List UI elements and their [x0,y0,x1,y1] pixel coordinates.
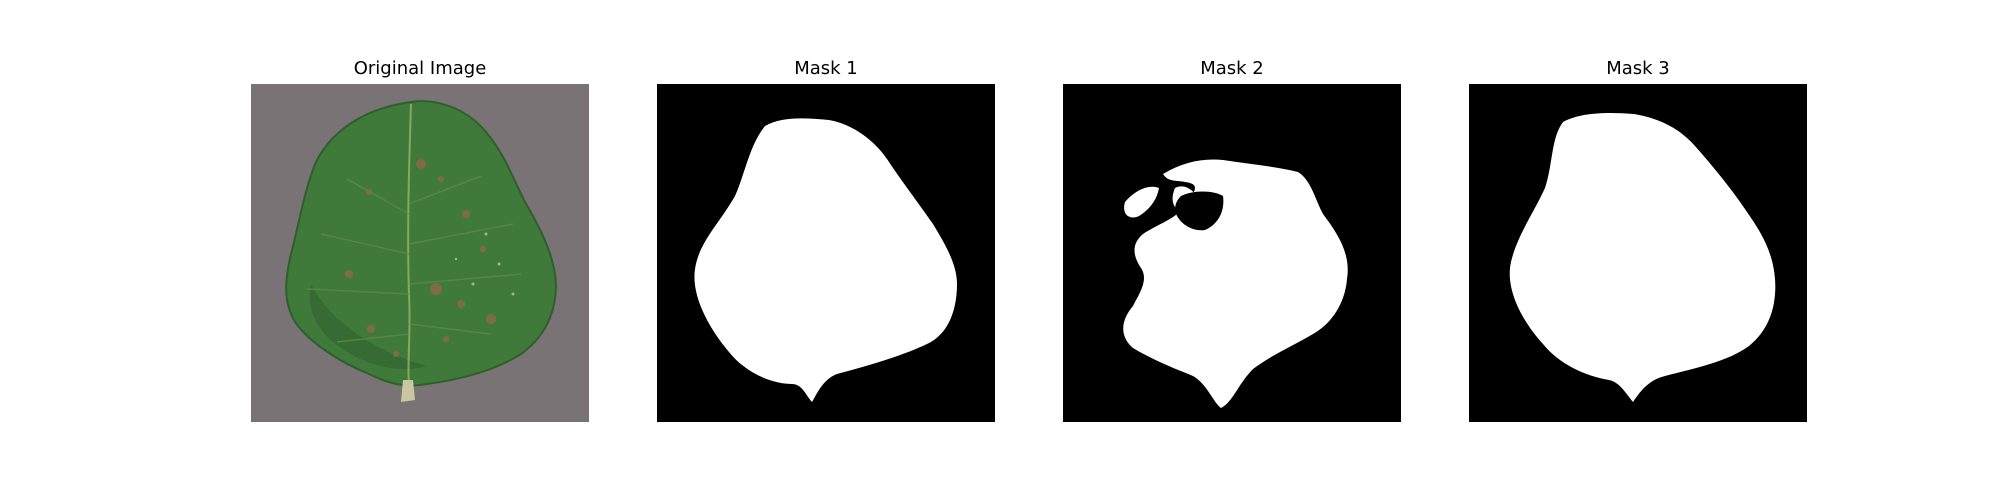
panel-mask-1: Mask 1 [657,0,995,500]
panel-title-original: Original Image [353,58,487,79]
mask-1-image [657,84,995,422]
leaf-photo [251,84,589,422]
panel-mask-3: Mask 3 [1469,0,1807,500]
mask-2-image [1063,84,1401,422]
mask-1-region [694,118,957,402]
mask-2-detached-blob [1124,186,1159,218]
mask-2-hole [1175,191,1224,231]
panel-title-mask-2: Mask 2 [1200,58,1264,79]
mask-3-image [1469,84,1807,422]
panel-title-mask-3: Mask 3 [1606,58,1670,79]
panel-mask-2: Mask 2 [1063,0,1401,500]
panel-original: Original Image [251,0,589,500]
mask-2-region [1123,159,1348,408]
panel-title-mask-1: Mask 1 [794,58,858,79]
mask-3-region [1509,112,1776,403]
